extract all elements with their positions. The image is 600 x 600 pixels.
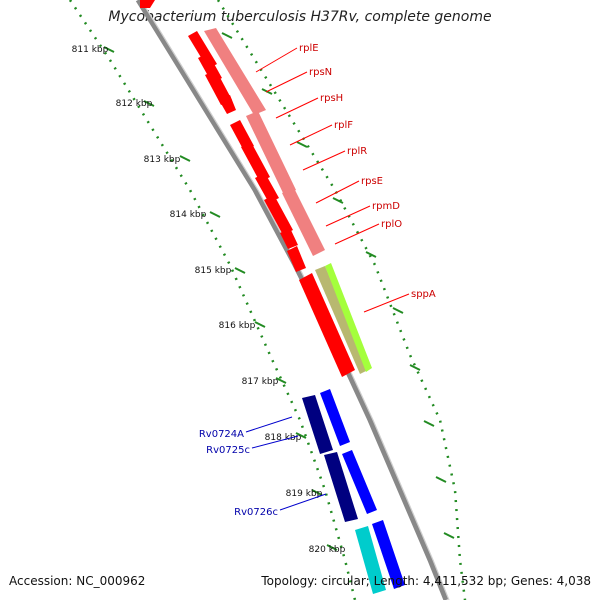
genome-backbone-highlight <box>140 0 450 600</box>
tick-label-814: 814 kbp <box>170 210 207 220</box>
tick-816 <box>254 321 266 328</box>
tick-820 <box>326 544 338 551</box>
gene-arrow <box>287 246 306 272</box>
gene-arrow <box>372 520 405 589</box>
gene-arrow <box>241 142 270 182</box>
gene-label-rplE: rplE <box>299 43 319 54</box>
tick-label-816: 816 kbp <box>219 321 256 331</box>
gene-arrow <box>219 95 236 114</box>
gene-arrow <box>264 195 293 235</box>
outer-tick <box>221 32 233 39</box>
tick-813 <box>179 155 191 162</box>
tick-label-817: 817 kbp <box>242 377 279 387</box>
outer-tick <box>423 420 435 427</box>
red-label-leaders <box>255 47 410 313</box>
outer-tick <box>443 532 455 539</box>
gene-block <box>204 28 266 115</box>
minus-strand-red-features <box>140 0 355 377</box>
gene-label-rpmD: rpmD <box>372 201 400 212</box>
gene-arrow <box>140 0 155 8</box>
tick-815 <box>234 267 246 274</box>
genome-summary-label: Topology: circular; Length: 4,411,532 bp… <box>261 574 591 588</box>
tick-814 <box>209 211 221 218</box>
outer-tick <box>392 307 404 314</box>
outer-tick <box>296 141 308 148</box>
plus-strand-blue-features <box>320 389 405 589</box>
gene-arrow <box>299 273 355 377</box>
blue-gene-labels: Rv0724A Rv0725c Rv0726c <box>199 429 278 518</box>
gene-arrow <box>320 389 350 446</box>
outer-tick <box>409 364 421 371</box>
outer-tick <box>365 251 377 258</box>
gene-label-rplR: rplR <box>347 146 367 157</box>
outer-scale-track <box>216 0 467 600</box>
gene-block <box>324 452 358 522</box>
scale-ticks: 811 kbp 812 kbp 813 kbp 814 kbp 815 kbp … <box>72 32 455 555</box>
tick-812 <box>143 100 155 107</box>
tick-label-819: 819 kbp <box>286 489 323 499</box>
gene-label-rplO: rplO <box>381 219 402 230</box>
gene-label-Rv0725c: Rv0725c <box>206 445 250 456</box>
gene-arrow <box>280 228 298 249</box>
tick-label-812: 812 kbp <box>116 99 153 109</box>
gene-label-rpsE: rpsE <box>361 176 383 187</box>
tick-label-815: 815 kbp <box>195 266 232 276</box>
accession-label: Accession: NC_000962 <box>9 574 146 588</box>
genome-backbone <box>135 0 449 600</box>
gene-label-Rv0726c: Rv0726c <box>234 507 278 518</box>
tick-818 <box>295 432 307 439</box>
red-gene-labels: rplE rpsN rpsH rplF rplR rpsE rpmD rplO … <box>299 43 436 300</box>
gene-block <box>246 111 296 195</box>
gene-arrow <box>342 450 377 514</box>
tick-label-818: 818 kbp <box>265 433 302 443</box>
outer-tick <box>332 197 344 204</box>
gene-arrow <box>205 70 232 105</box>
gene-label-rpsN: rpsN <box>309 67 332 78</box>
gene-label-rplF: rplF <box>334 120 353 131</box>
tick-label-811: 811 kbp <box>72 45 109 55</box>
outer-tick <box>435 476 447 483</box>
gene-label-sppA: sppA <box>411 289 436 300</box>
cyan-feature <box>355 526 386 594</box>
map-title: Mycobacterium tuberculosis H37Rv, comple… <box>108 9 492 25</box>
gene-arrow <box>230 120 254 151</box>
gene-block <box>282 188 325 256</box>
gene-label-Rv0724A: Rv0724A <box>199 429 244 440</box>
plus-strand-pink-features <box>204 28 325 256</box>
tick-811 <box>103 46 115 53</box>
tick-817 <box>275 377 287 384</box>
gene-block <box>302 395 333 454</box>
blue-label-leaders <box>245 416 327 511</box>
tick-label-820: 820 kbp <box>309 545 346 555</box>
sppA-olive-feature <box>315 266 368 374</box>
gene-label-rpsH: rpsH <box>320 93 343 104</box>
tick-label-813: 813 kbp <box>144 155 181 165</box>
sppA-lime-feature <box>325 263 372 372</box>
tick-819 <box>311 489 323 496</box>
minus-strand-navy-features <box>302 395 358 522</box>
